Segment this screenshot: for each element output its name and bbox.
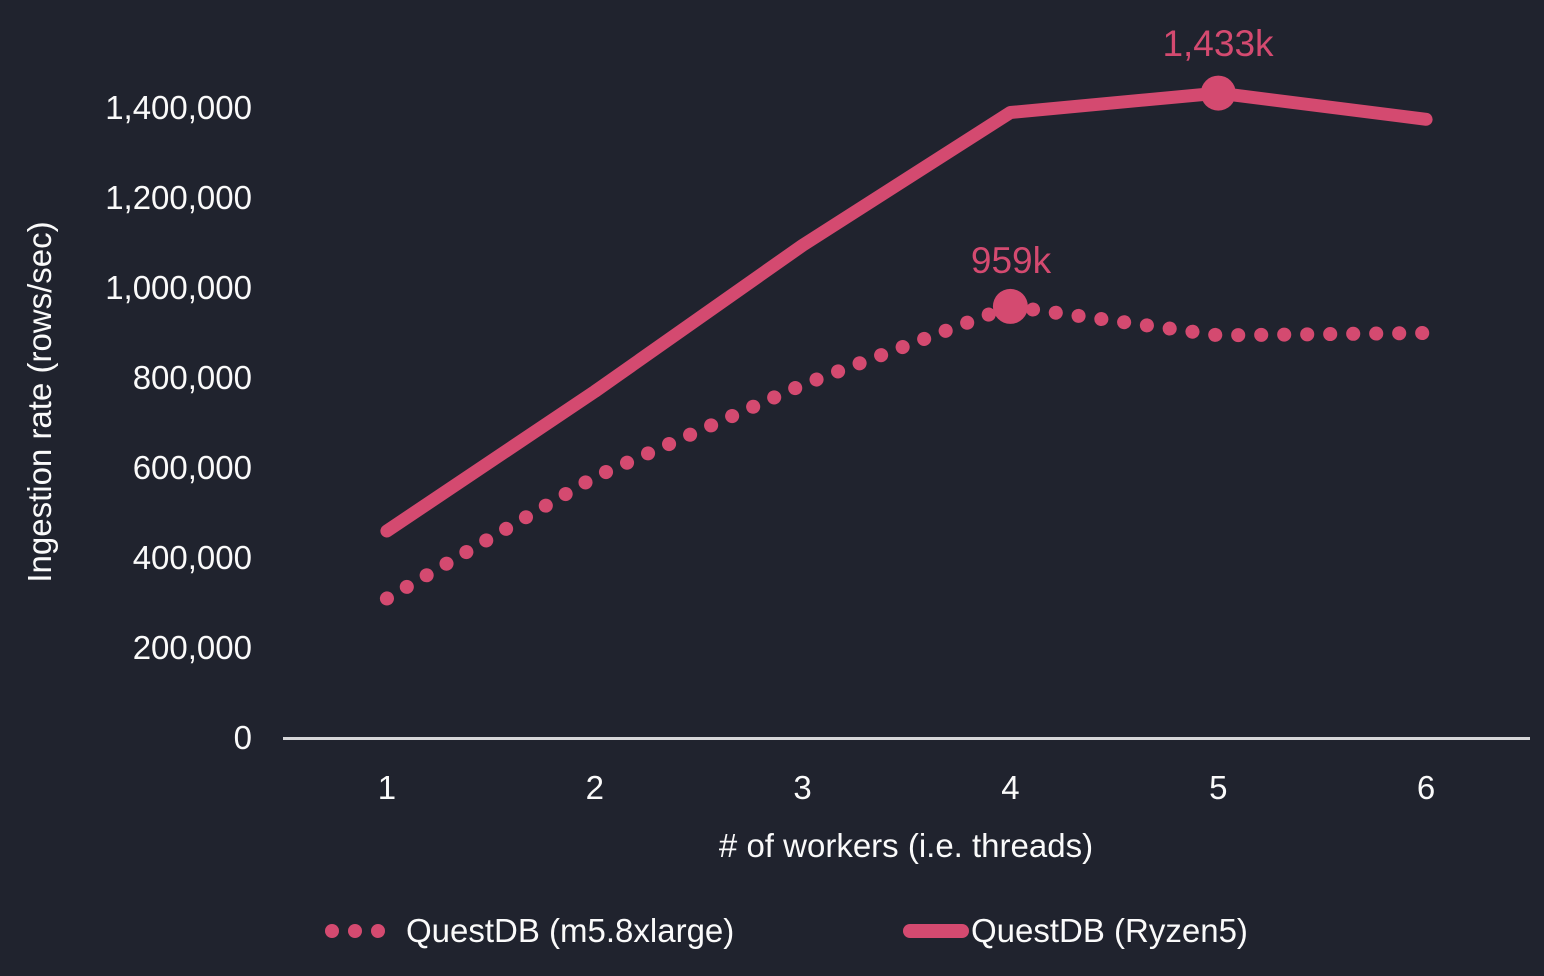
x-axis-title: # of workers (i.e. threads): [718, 827, 1094, 864]
highlight-marker: [992, 288, 1028, 324]
highlight-marker: [1200, 75, 1236, 111]
y-tick-label: 0: [233, 719, 252, 756]
x-tick-label: 6: [1416, 769, 1436, 806]
legend-label-ryzen5: QuestDB (Ryzen5): [971, 912, 1248, 949]
y-tick-label: 1,200,000: [105, 179, 252, 216]
x-axis-line: [283, 737, 1530, 740]
y-tick-label: 1,000,000: [105, 269, 252, 306]
y-tick-label: 200,000: [132, 629, 252, 666]
x-tick-label: 3: [793, 769, 812, 806]
series-line-dotted: [379, 299, 1434, 606]
y-tick-label: 400,000: [132, 539, 252, 576]
legend-label-m5-8xlarge: QuestDB (m5.8xlarge): [406, 912, 735, 949]
y-tick-label: 1,400,000: [105, 89, 252, 126]
x-tick-label: 2: [585, 769, 604, 806]
x-tick-label: 4: [1001, 769, 1020, 806]
legend-item-ryzen5: QuestDB (Ryzen5): [903, 905, 1248, 957]
solid-line-sample-icon: [903, 924, 969, 938]
x-tick-label: 5: [1209, 769, 1228, 806]
y-tick-label: 800,000: [132, 359, 252, 396]
series-line-solid: [380, 86, 1433, 538]
y-tick-label: 600,000: [132, 449, 252, 486]
dotted-line-sample-icon: [325, 924, 394, 938]
x-tick-label: 1: [377, 769, 397, 806]
legend-item-m5-8xlarge: QuestDB (m5.8xlarge): [325, 905, 734, 957]
data-label-959k: 959k: [970, 240, 1052, 281]
data-label-1433k: 1,433k: [1162, 23, 1274, 64]
